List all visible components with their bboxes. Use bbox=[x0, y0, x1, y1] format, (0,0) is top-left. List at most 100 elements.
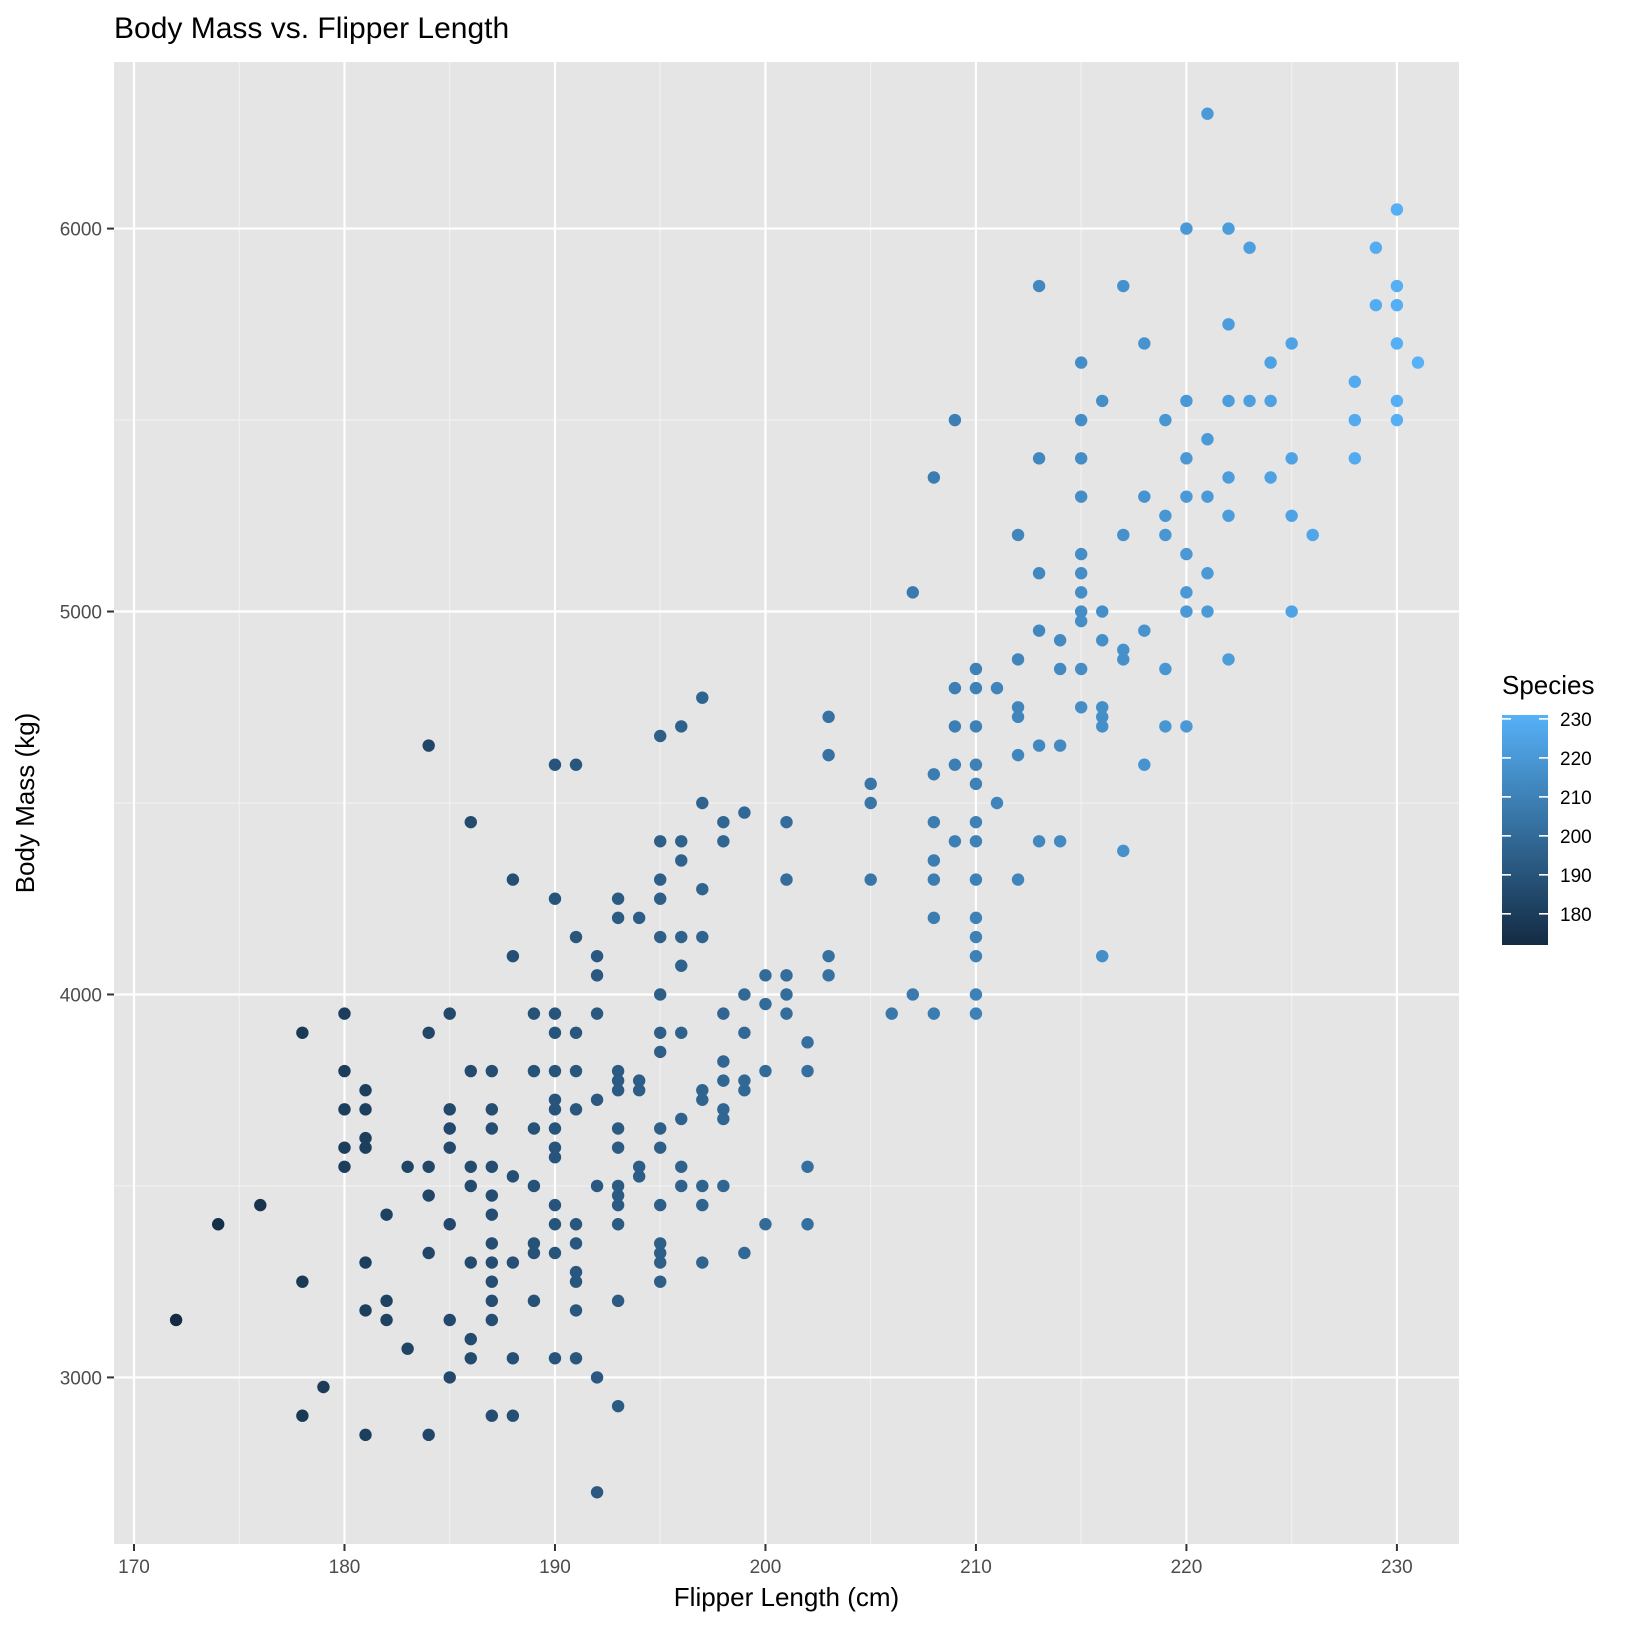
data-point bbox=[969, 681, 983, 695]
data-point bbox=[296, 1275, 309, 1288]
data-point bbox=[1180, 720, 1193, 733]
data-point bbox=[1180, 586, 1193, 599]
data-point bbox=[1117, 528, 1130, 542]
data-point bbox=[780, 1007, 793, 1020]
data-point bbox=[1222, 471, 1235, 484]
data-point bbox=[1053, 835, 1067, 848]
data-point bbox=[590, 1179, 604, 1193]
data-point bbox=[527, 1122, 541, 1135]
data-point bbox=[1117, 653, 1130, 666]
data-point bbox=[569, 930, 583, 944]
data-point bbox=[548, 1141, 562, 1154]
data-point bbox=[464, 1179, 477, 1193]
y-tick-label: 3000 bbox=[60, 1368, 102, 1389]
data-point bbox=[801, 1064, 814, 1078]
data-point bbox=[611, 1074, 625, 1087]
data-point bbox=[759, 1064, 772, 1078]
data-point bbox=[654, 873, 667, 886]
data-point bbox=[1096, 710, 1109, 724]
data-point bbox=[506, 1256, 520, 1269]
data-point bbox=[443, 1141, 456, 1154]
data-point bbox=[1053, 634, 1067, 647]
data-point bbox=[548, 1246, 562, 1260]
data-point bbox=[780, 988, 793, 1001]
data-point bbox=[632, 1160, 646, 1173]
data-point bbox=[506, 1352, 520, 1365]
data-point bbox=[1074, 567, 1088, 580]
data-point bbox=[1369, 241, 1383, 254]
data-point bbox=[927, 815, 941, 829]
data-point bbox=[611, 1064, 625, 1078]
data-point bbox=[1390, 394, 1404, 408]
data-point bbox=[1369, 298, 1383, 312]
data-point bbox=[1264, 356, 1277, 369]
data-point bbox=[254, 1198, 267, 1212]
data-point bbox=[1411, 356, 1425, 369]
data-point bbox=[738, 1084, 751, 1097]
legend-tick-label: 190 bbox=[1560, 866, 1592, 887]
data-point bbox=[1222, 318, 1235, 331]
data-point bbox=[969, 911, 983, 925]
data-point bbox=[401, 1342, 414, 1355]
y-tick-label: 6000 bbox=[60, 220, 102, 241]
data-point bbox=[590, 1093, 604, 1106]
data-point bbox=[611, 1084, 625, 1097]
data-point bbox=[1074, 701, 1088, 714]
data-point bbox=[1264, 394, 1277, 408]
data-point bbox=[654, 835, 667, 848]
legend-colorbar bbox=[1502, 715, 1548, 945]
data-point bbox=[611, 1218, 625, 1231]
data-point bbox=[611, 1189, 625, 1202]
data-point bbox=[1074, 547, 1088, 561]
data-point bbox=[696, 930, 709, 944]
data-point bbox=[1159, 720, 1172, 733]
data-point bbox=[296, 1409, 309, 1422]
data-point bbox=[1180, 394, 1193, 408]
data-point bbox=[654, 1122, 667, 1135]
data-point bbox=[990, 796, 1004, 810]
data-point bbox=[569, 1275, 583, 1288]
data-point bbox=[1011, 528, 1025, 542]
data-point bbox=[527, 1064, 541, 1078]
data-point bbox=[590, 1371, 604, 1384]
data-point bbox=[969, 1007, 983, 1020]
data-point bbox=[569, 758, 583, 771]
data-point bbox=[527, 1246, 541, 1260]
data-point bbox=[506, 873, 520, 886]
data-point bbox=[822, 969, 835, 982]
legend-tick-label: 230 bbox=[1560, 710, 1592, 731]
data-point bbox=[464, 815, 477, 829]
data-point bbox=[927, 873, 941, 886]
data-point bbox=[590, 969, 604, 982]
data-point bbox=[443, 1313, 456, 1327]
data-point bbox=[948, 413, 962, 427]
data-point bbox=[485, 1294, 499, 1308]
data-point bbox=[1159, 509, 1172, 522]
data-point bbox=[654, 930, 667, 944]
data-point bbox=[738, 1074, 751, 1087]
data-point bbox=[927, 911, 941, 925]
y-tick-label: 4000 bbox=[60, 985, 102, 1006]
data-point bbox=[675, 1179, 688, 1193]
data-point bbox=[1096, 394, 1109, 408]
data-point bbox=[759, 1218, 772, 1231]
data-point bbox=[485, 1275, 499, 1288]
minor-gridlines bbox=[114, 62, 1459, 1544]
data-point bbox=[527, 1007, 541, 1020]
data-point bbox=[548, 1064, 562, 1078]
data-point bbox=[969, 873, 983, 886]
data-point bbox=[464, 1160, 477, 1173]
data-point bbox=[506, 949, 520, 963]
data-point bbox=[338, 1007, 351, 1020]
y-axis-ticks: 3000 4000 5000 6000 bbox=[60, 220, 114, 1389]
data-point bbox=[506, 1409, 520, 1422]
data-point bbox=[990, 681, 1004, 695]
data-point bbox=[1032, 624, 1046, 637]
data-point bbox=[969, 815, 983, 829]
data-point bbox=[969, 930, 983, 944]
data-point bbox=[632, 1170, 646, 1183]
x-axis-ticks: 170 180 190 200 210 220 230 bbox=[118, 1544, 1413, 1578]
legend-title: Species bbox=[1502, 670, 1595, 700]
data-point bbox=[822, 949, 835, 963]
data-point bbox=[654, 729, 667, 743]
